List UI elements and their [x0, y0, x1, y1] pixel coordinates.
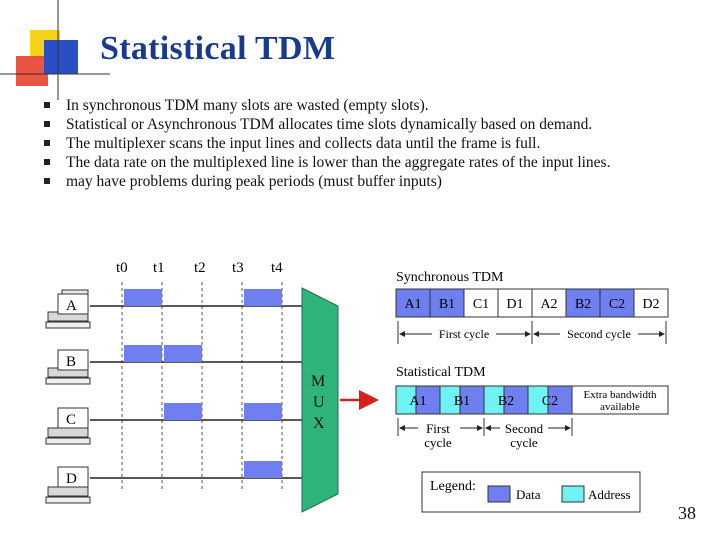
sync-second-cycle-label: Second cycle: [567, 327, 631, 341]
sync-tdm-title: Synchronous TDM: [396, 270, 504, 285]
bullet-item: The multiplexer scans the input lines an…: [40, 134, 710, 153]
stat-first-cycle-label: First: [426, 421, 450, 436]
data-block-b1: [124, 345, 162, 362]
data-block-d1: [244, 461, 282, 478]
legend-title: Legend:: [430, 479, 476, 494]
bullet-list: In synchronous TDM many slots are wasted…: [40, 96, 710, 191]
bullet-item: The data rate on the multiplexed line is…: [40, 153, 710, 172]
computer-a: A: [45, 289, 91, 329]
logo-decoration: [0, 0, 110, 100]
sync-slot-label: A2: [540, 297, 557, 312]
bullet-item: In synchronous TDM many slots are wasted…: [40, 96, 710, 115]
sync-slot-label: A1: [404, 297, 421, 312]
bullet-item: Statistical or Asynchronous TDM allocate…: [40, 115, 710, 134]
input-data-blocks: [124, 289, 282, 478]
stat-slot-label: B1: [454, 394, 470, 409]
time-label-t4: t4: [271, 260, 283, 276]
sync-first-cycle-label: First cycle: [439, 327, 489, 341]
input-label-b: B: [66, 354, 76, 370]
input-label-a: A: [66, 298, 77, 314]
stat-slot-label: C2: [542, 394, 558, 409]
sync-slot-label: B2: [575, 297, 591, 312]
mux-letter-m: M: [311, 373, 325, 390]
computer-d: D: [45, 466, 91, 504]
sync-slot-label: D1: [506, 297, 523, 312]
mux-letter-x: X: [313, 415, 325, 432]
stat-tdm-title: Statistical TDM: [396, 365, 486, 380]
sync-slot-label: B1: [439, 297, 455, 312]
sync-slot-c2: [599, 288, 635, 318]
sync-slot-b1: [429, 288, 465, 318]
page-number: 38: [678, 503, 696, 523]
extra-bandwidth-label: Extra bandwidth: [583, 389, 657, 401]
data-block-a2: [244, 289, 282, 306]
bullet-square-icon: [44, 178, 50, 184]
time-dividers: [121, 282, 283, 490]
sync-slot-label: D2: [642, 297, 659, 312]
stat-first-cycle-label: cycle: [424, 435, 452, 450]
stat-slot-label: A1: [409, 394, 426, 409]
time-label-t3: t3: [232, 260, 244, 276]
stat-data-c2: [547, 385, 573, 415]
legend-data-swatch: [487, 485, 511, 503]
bullet-square-icon: [44, 140, 50, 146]
logo-red-square: [16, 56, 48, 86]
legend-address-swatch: [561, 485, 585, 503]
input-label-c: C: [66, 412, 76, 428]
extra-bandwidth-label: available: [600, 401, 640, 413]
bullet-item: may have problems during peak periods (m…: [40, 172, 710, 191]
mux-letter-u: U: [313, 394, 325, 411]
mux-block: M U X: [301, 287, 339, 513]
data-block-b2: [164, 345, 202, 362]
time-label-t2: t2: [194, 260, 206, 276]
input-label-d: D: [66, 471, 77, 487]
sync-slot-b2: [565, 288, 601, 318]
time-labels: t0 t1 t2 t3 t4: [116, 260, 283, 276]
computer-c: C: [45, 407, 91, 445]
bullet-square-icon: [44, 159, 50, 165]
legend-address-label: Address: [588, 487, 631, 502]
stat-second-cycle-label: cycle: [510, 435, 538, 450]
legend-data-label: Data: [516, 487, 541, 502]
legend: Legend: Data Address: [421, 471, 641, 513]
stat-slot-label: B2: [498, 394, 514, 409]
sync-slot-a1: [395, 288, 431, 318]
bullet-square-icon: [44, 121, 50, 127]
data-block-a1: [124, 289, 162, 306]
bullet-square-icon: [44, 102, 50, 108]
logo-blue-square: [44, 40, 78, 74]
data-block-c1: [164, 403, 202, 420]
sync-slot-label: C2: [609, 297, 625, 312]
computer-b: B: [45, 349, 91, 385]
stat-second-cycle-label: Second: [505, 421, 544, 436]
slide-title: Statistical TDM: [100, 30, 336, 67]
sync-slot-label: C1: [473, 297, 489, 312]
sync-tdm-frame: Synchronous TDM A1 B1 C1 D1 A2 B2 C2 D2 …: [395, 270, 669, 344]
stat-tdm-frame: Statistical TDM A1 B1 B2 C2 Extra bandwi…: [395, 365, 669, 450]
time-label-t0: t0: [116, 260, 128, 276]
input-computers: A B C D: [45, 289, 91, 504]
sync-slot-d2: [633, 288, 669, 318]
data-block-c2: [244, 403, 282, 420]
time-label-t1: t1: [153, 260, 165, 276]
